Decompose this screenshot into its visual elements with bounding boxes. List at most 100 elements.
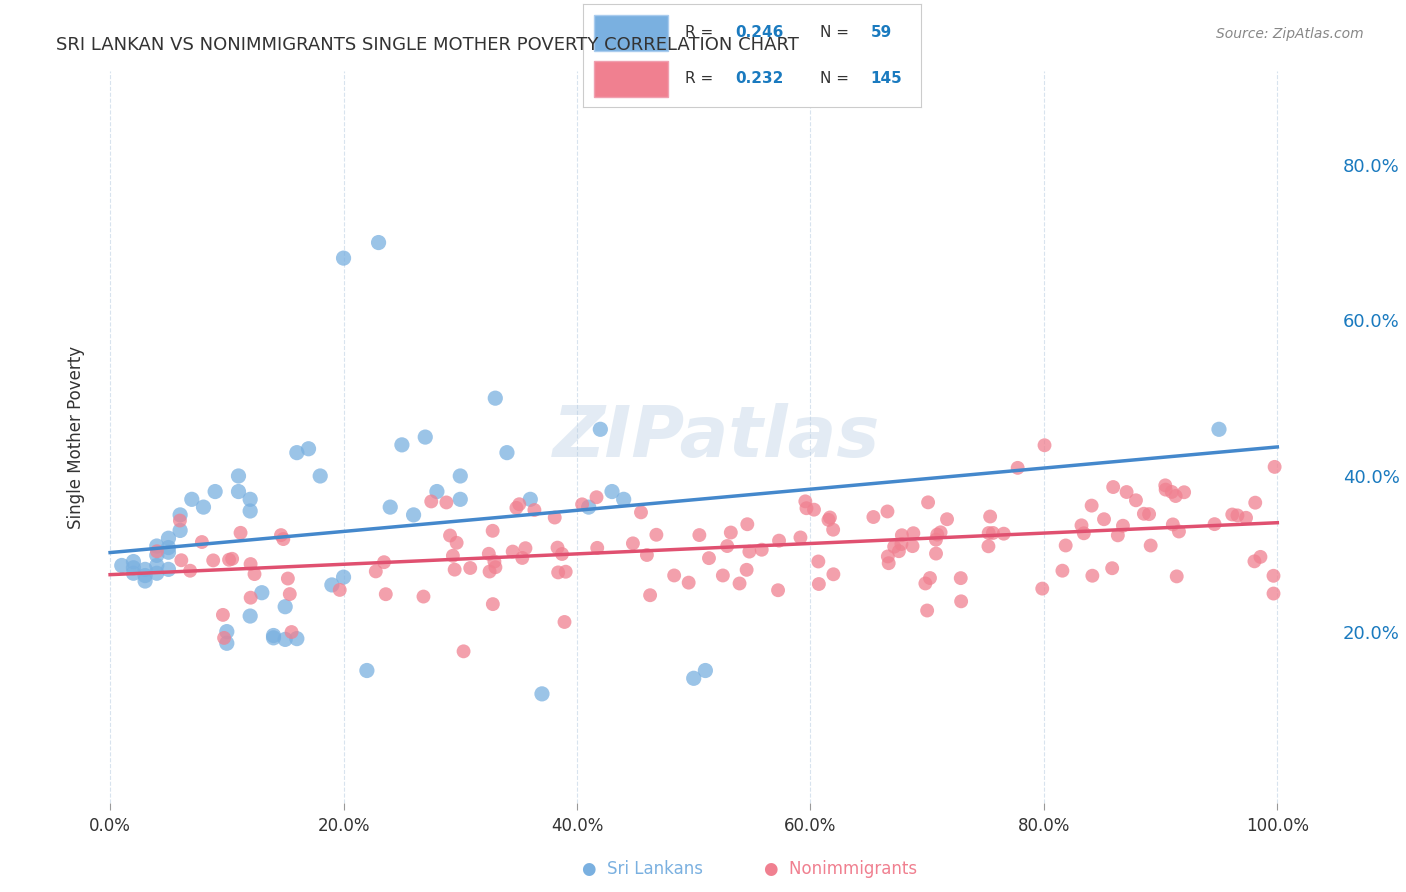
Point [484,555,506,569]
Point [1101,561,1123,575]
Point [332,570,354,584]
Point [883,540,905,554]
Point [134,562,156,576]
Point [789,531,811,545]
Point [1073,526,1095,541]
Point [134,568,156,582]
Point [688,528,710,542]
Point [212,631,235,645]
Point [157,545,180,559]
Point [638,588,661,602]
Point [914,576,936,591]
Point [402,508,425,522]
Point [981,525,1004,540]
Point [1125,493,1147,508]
Point [239,609,262,624]
Point [1070,518,1092,533]
Point [1264,459,1286,474]
Text: R =: R = [685,25,718,40]
Point [453,644,475,658]
Point [925,547,948,561]
Point [1166,569,1188,583]
Point [578,500,600,515]
Point [458,561,481,575]
Point [553,615,575,629]
Point [877,556,900,570]
Point [134,574,156,588]
Point [818,510,841,524]
Point [1164,489,1187,503]
Text: 0.232: 0.232 [735,71,783,87]
Point [803,502,825,516]
Point [215,624,238,639]
Point [589,422,612,436]
Point [1007,461,1029,475]
Point [285,445,308,459]
Point [807,577,830,591]
Point [571,497,593,511]
Point [111,558,134,573]
Point [367,235,389,250]
Point [662,568,685,582]
Point [876,549,898,564]
Point [1112,518,1135,533]
Point [917,495,939,509]
Point [441,549,464,563]
Point [373,555,395,569]
Point [1173,485,1195,500]
Point [519,492,541,507]
Point [630,505,652,519]
Point [1226,508,1249,523]
Point [484,391,506,405]
Point [1092,512,1115,526]
Point [391,438,413,452]
Text: R =: R = [685,71,718,87]
Point [979,509,1001,524]
Point [478,565,501,579]
Point [420,494,443,508]
Point [446,535,468,549]
Point [228,484,250,499]
Point [157,531,180,545]
Point [505,500,527,515]
Point [927,527,949,541]
Point [890,528,912,542]
Point [329,582,352,597]
Point [277,572,299,586]
Point [1033,438,1056,452]
Point [794,494,817,508]
FancyBboxPatch shape [593,15,668,51]
Point [239,591,262,605]
Point [862,510,884,524]
Point [122,561,145,575]
Point [823,523,845,537]
Point [297,442,319,456]
Point [901,539,924,553]
Point [1220,508,1243,522]
Point [179,564,201,578]
Point [1139,539,1161,553]
Point [380,500,402,515]
Point [239,492,262,507]
Point [682,671,704,685]
Point [215,636,238,650]
Point [146,566,169,581]
Point [321,578,343,592]
Point [243,567,266,582]
Point [515,541,537,556]
Point [1154,478,1177,492]
Point [1161,517,1184,532]
Point [720,525,742,540]
Point [285,632,308,646]
Point [530,687,553,701]
Point [1244,496,1267,510]
Point [250,585,273,599]
Point [502,544,524,558]
Point [356,664,378,678]
Point [993,526,1015,541]
Point [949,571,972,585]
Point [547,541,569,555]
Point [807,554,830,568]
Point [551,547,574,561]
Point [1208,422,1230,436]
